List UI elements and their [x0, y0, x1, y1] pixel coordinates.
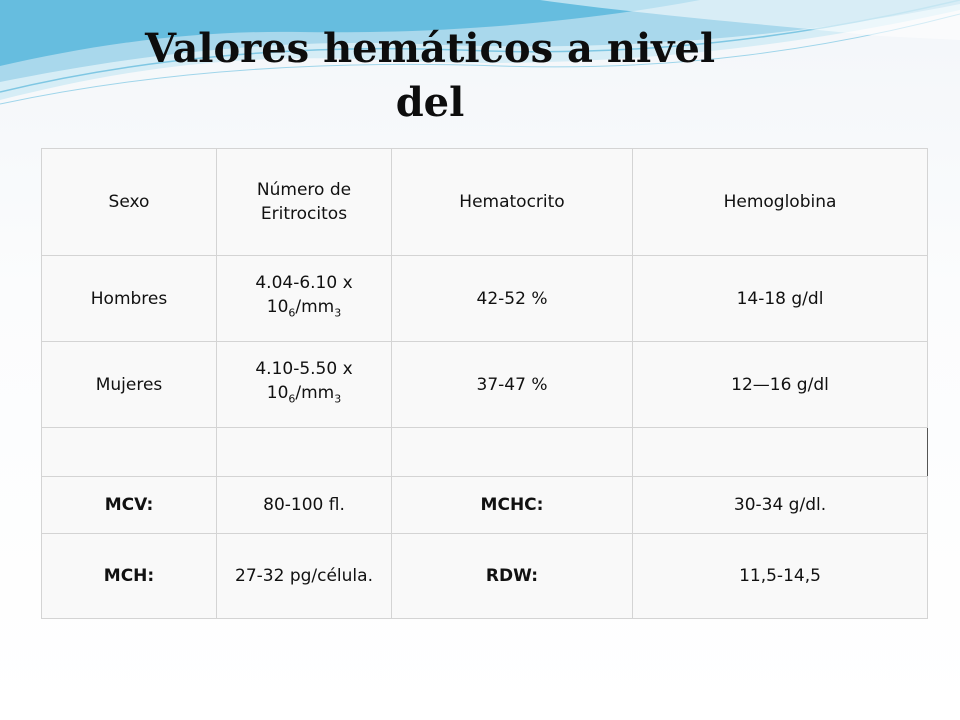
cell-hombres-hemoglobina: 14-18 g/dl	[632, 255, 928, 342]
cell-rdw-label: RDW:	[391, 533, 633, 619]
header-cell-sexo: Sexo	[41, 148, 217, 256]
erythro-unit-b: /mm	[295, 297, 335, 318]
cell-rdw-value: 11,5-14,5	[632, 533, 928, 619]
table-header-row: Sexo Número de Eritrocitos Hematocrito H…	[41, 148, 928, 256]
cell-hombres-hematocrito: 42-52 %	[391, 255, 633, 342]
empty-cell	[391, 427, 633, 477]
erythro-exp-b: 3	[334, 306, 342, 320]
erythro-base: 4.04-6.10 x	[255, 273, 353, 294]
table-row-mcv-mchc: MCV: 80-100 fl. MCHC: 30-34 g/dl.	[41, 476, 928, 534]
table-row-mch-rdw: MCH: 27-32 pg/célula. RDW: 11,5-14,5	[41, 533, 928, 619]
table-row-mujeres: Mujeres 4.10-5.50 x 106/mm3 37-47 % 12—1…	[41, 341, 928, 428]
cell-mch-label: MCH:	[41, 533, 217, 619]
erythro-exp-a: 6	[288, 306, 296, 320]
erythro-base: 4.10-5.50 x	[255, 359, 353, 380]
cell-mujeres-label: Mujeres	[41, 341, 217, 428]
cell-mujeres-eritrocitos: 4.10-5.50 x 106/mm3	[216, 341, 392, 428]
header-cell-hematocrito: Hematocrito	[391, 148, 633, 256]
cell-mujeres-hematocrito: 37-47 %	[391, 341, 633, 428]
empty-cell	[632, 427, 928, 477]
cell-mcv-label: MCV:	[41, 476, 217, 534]
empty-cell	[41, 427, 217, 477]
erythro-unit-a: 10	[266, 383, 289, 404]
slide-title-line-1: Valores hemáticos a nivel del	[144, 25, 716, 126]
cell-mujeres-hemoglobina: 12—16 g/dl	[632, 341, 928, 428]
erythro-exp-a: 6	[288, 392, 296, 406]
header-swoosh-decoration	[0, 0, 960, 105]
cell-hombres-eritrocitos: 4.04-6.10 x 106/mm3	[216, 255, 392, 342]
cell-hombres-label: Hombres	[41, 255, 217, 342]
erythro-unit-a: 10	[266, 297, 289, 318]
cell-mchc-label: MCHC:	[391, 476, 633, 534]
hematic-values-table: Sexo Número de Eritrocitos Hematocrito H…	[41, 148, 928, 619]
erythro-unit-b: /mm	[295, 383, 335, 404]
cell-mcv-value: 80-100 fl.	[216, 476, 392, 534]
table-row-empty	[41, 427, 928, 477]
header-cell-eritrocitos: Número de Eritrocitos	[216, 148, 392, 256]
header-cell-hemoglobina: Hemoglobina	[632, 148, 928, 256]
cell-mchc-value: 30-34 g/dl.	[632, 476, 928, 534]
erythro-exp-b: 3	[334, 392, 342, 406]
cell-mch-value: 27-32 pg/célula.	[216, 533, 392, 619]
table-row-hombres: Hombres 4.04-6.10 x 106/mm3 42-52 % 14-1…	[41, 255, 928, 342]
empty-cell	[216, 427, 392, 477]
